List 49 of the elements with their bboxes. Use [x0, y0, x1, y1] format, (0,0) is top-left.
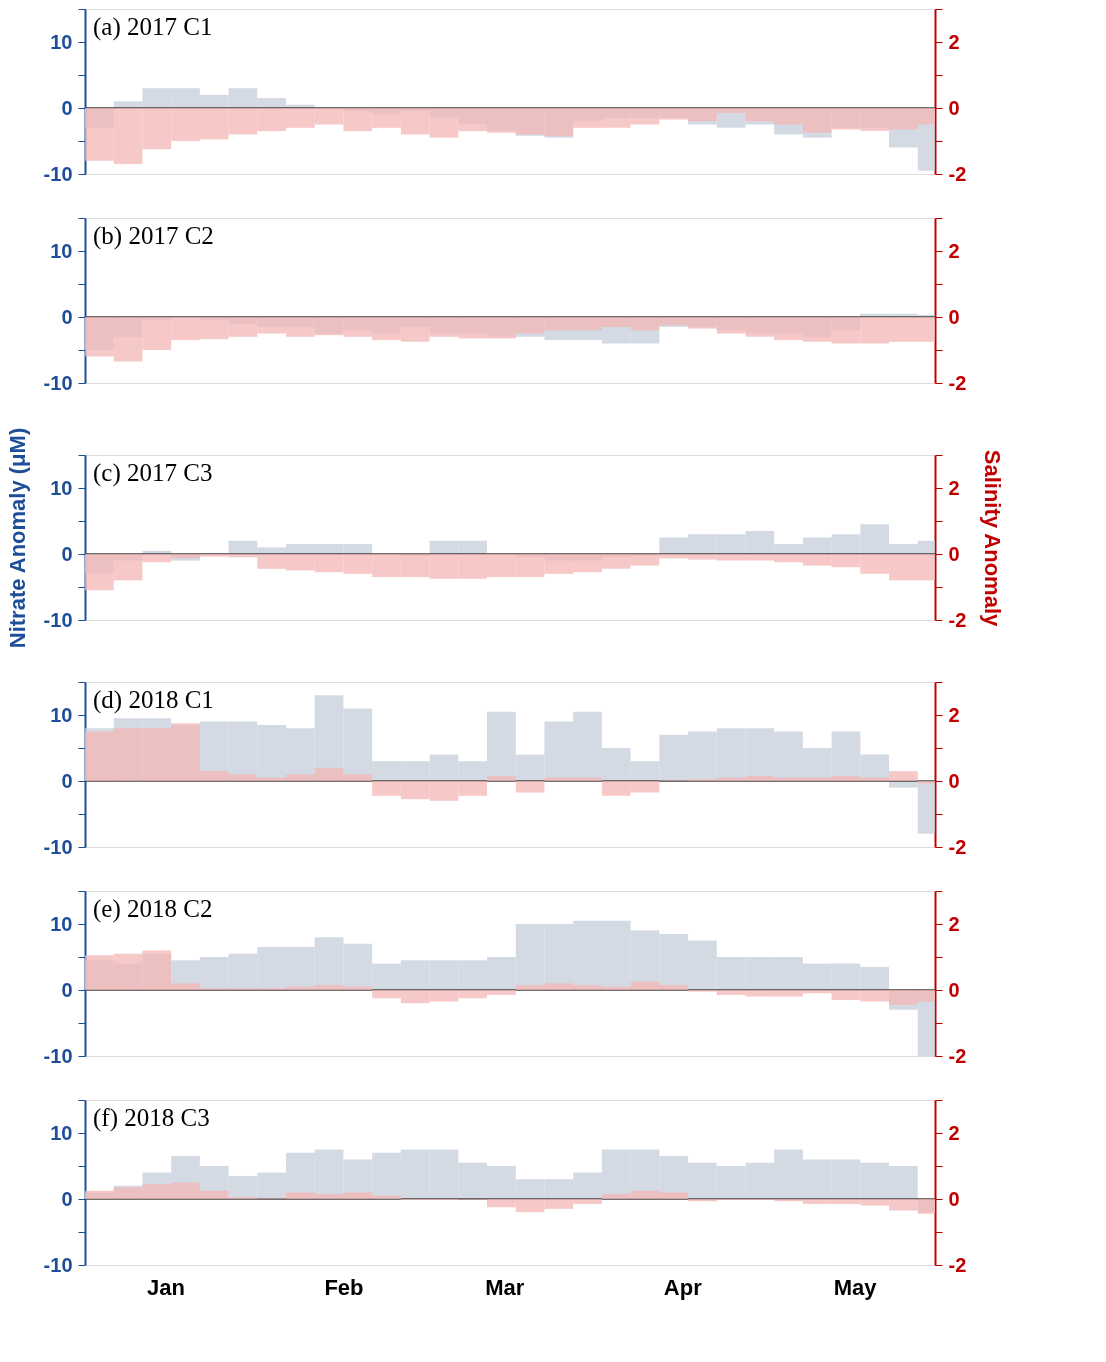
- y-tick-label: 10: [50, 476, 73, 499]
- annotation: (e) 2018 C2: [93, 895, 213, 923]
- y2-tick-label: 0: [948, 305, 960, 328]
- y2-tick-label: -2: [948, 608, 967, 631]
- y2-tick-label: -2: [948, 1253, 967, 1276]
- y2-tick-label: 0: [948, 769, 960, 792]
- y-tick-label: 0: [61, 542, 73, 565]
- y2-tick-label: 0: [948, 978, 960, 1001]
- y2-tick-label: -2: [948, 835, 967, 858]
- y-tick-label: 0: [61, 305, 73, 328]
- x-tick-label: Mar: [485, 1274, 525, 1300]
- y2-tick-label: 2: [948, 912, 960, 935]
- y-tick-label: 10: [50, 912, 73, 935]
- y-tick-label: 0: [61, 769, 73, 792]
- y2-tick-label: 2: [948, 239, 960, 262]
- y-tick-label: -10: [43, 371, 73, 394]
- y2-tick-label: -2: [948, 371, 967, 394]
- y-tick-label: 10: [50, 703, 73, 726]
- y-tick-label: -10: [43, 835, 73, 858]
- y2-tick-label: 0: [948, 96, 960, 119]
- x-tick-label: Jan: [146, 1274, 185, 1300]
- y-tick-label: 0: [61, 1187, 73, 1210]
- annotation: (c) 2017 C3: [93, 459, 213, 487]
- annotation: (d) 2018 C1: [93, 686, 214, 714]
- x-tick-label: Apr: [663, 1274, 703, 1300]
- y-tick-label: -10: [43, 1044, 73, 1067]
- x-tick-label: May: [833, 1274, 878, 1300]
- y-tick-label: 10: [50, 239, 73, 262]
- y2-tick-label: 2: [948, 30, 960, 53]
- y-tick-label: -10: [43, 162, 73, 185]
- y-axis-title: Nitrate Anomaly (μM): [4, 427, 30, 649]
- y-tick-label: 0: [61, 96, 73, 119]
- y2-tick-label: 2: [948, 703, 960, 726]
- y2-tick-label: -2: [948, 1044, 967, 1067]
- y-tick-label: 10: [50, 30, 73, 53]
- y2-axis-title: Salinity Anomaly: [980, 449, 1006, 627]
- y2-tick-label: 2: [948, 476, 960, 499]
- annotation: (a) 2017 C1: [93, 13, 213, 41]
- y-tick-label: -10: [43, 1253, 73, 1276]
- y-tick-label: 0: [61, 978, 73, 1001]
- y2-tick-label: 0: [948, 542, 960, 565]
- y-tick-label: -10: [43, 608, 73, 631]
- annotation: (b) 2017 C2: [93, 222, 214, 250]
- y-tick-label: 10: [50, 1121, 73, 1144]
- y2-tick-label: 0: [948, 1187, 960, 1210]
- y2-tick-label: -2: [948, 162, 967, 185]
- annotation: (f) 2018 C3: [93, 1104, 210, 1132]
- y2-tick-label: 2: [948, 1121, 960, 1144]
- x-tick-label: Feb: [324, 1274, 364, 1300]
